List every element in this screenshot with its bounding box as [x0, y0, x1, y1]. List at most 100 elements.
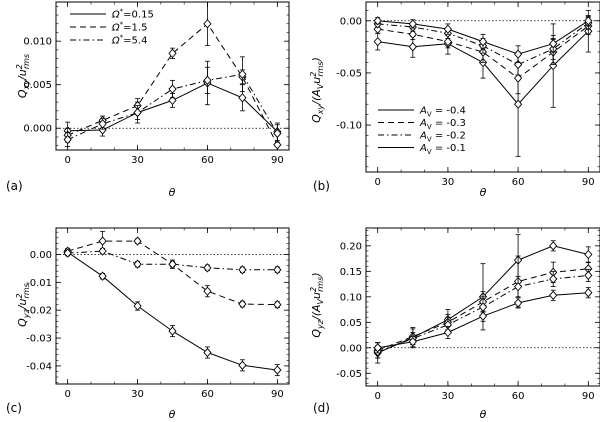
- data-point: [168, 259, 177, 269]
- y-title-close: ): [310, 272, 323, 277]
- legend-sub: V: [427, 111, 432, 119]
- legend-entry: Ω*=5.4: [111, 34, 147, 47]
- panel-label: (b): [313, 179, 330, 193]
- y-title-sub: yz: [22, 308, 31, 319]
- data-point: [373, 16, 382, 26]
- x-tick-label: 30: [442, 391, 455, 402]
- data-point: [549, 241, 558, 251]
- data-point: [443, 327, 452, 338]
- data-point: [238, 69, 247, 79]
- data-point: [549, 274, 558, 284]
- y-title-rest: /u: [16, 69, 29, 81]
- data-point: [168, 48, 177, 59]
- x-tick-label: 30: [131, 155, 144, 166]
- data-point: [63, 248, 72, 258]
- y-tick-label: -0.01: [26, 278, 52, 289]
- y-tick-label: 0.005: [23, 80, 52, 91]
- y-axis-title: Qxy/u2rms: [15, 54, 31, 98]
- legend-value: =5.4: [123, 36, 147, 47]
- data-point: [408, 42, 417, 52]
- y-tick-label: 0.00: [340, 343, 362, 354]
- data-point: [373, 343, 382, 353]
- data-point: [514, 281, 523, 292]
- x-tick-label: 60: [201, 155, 214, 166]
- data-point: [168, 326, 177, 336]
- data-point: [238, 265, 247, 275]
- legend-sub: V: [427, 123, 432, 131]
- y-axis-title: Qyz/u2rms: [15, 283, 31, 327]
- x-axis-title: θ: [480, 408, 487, 421]
- data-point: [203, 286, 212, 296]
- legend-sup: *: [120, 8, 124, 16]
- plot-area: [63, 2, 282, 150]
- y-tick-label: -0.05: [336, 369, 362, 380]
- x-tick-label: 30: [442, 177, 455, 188]
- data-point: [133, 107, 142, 118]
- data-point: [584, 288, 593, 298]
- legend-entry: AV = -0.2: [419, 131, 466, 144]
- y-title-sub2: rms: [22, 54, 31, 69]
- data-point: [98, 271, 107, 281]
- y-tick-label: 0.15: [340, 267, 362, 278]
- legend-symbol: A: [419, 143, 427, 154]
- plot-area: [63, 230, 282, 377]
- panel-c: 0 30 60 90 -0.04 -0.03 -0.02 -0.01 0.00 (c) θ Qyz/u…: [6, 227, 290, 421]
- x-axis-title: θ: [169, 408, 176, 421]
- x-tick-label: 90: [271, 389, 284, 400]
- y-title-sub2: rms: [22, 283, 31, 298]
- y-title-rest: /(A: [310, 304, 323, 321]
- y-tick-label: 0.00: [340, 16, 362, 27]
- legend-symbol: A: [419, 106, 427, 117]
- y-title-u: u: [310, 77, 323, 84]
- data-point: [549, 39, 558, 49]
- legend-value: = -0.4: [432, 106, 466, 117]
- x-tick-label: 0: [64, 389, 70, 400]
- data-point: [514, 298, 523, 308]
- plot-area: [373, 234, 593, 364]
- legend-value: = -0.1: [432, 143, 466, 154]
- series-1: [63, 2, 282, 150]
- data-point: [478, 36, 488, 47]
- plot-frame: [55, 227, 290, 385]
- legend-sub: V: [427, 148, 432, 156]
- legend-sup: *: [120, 21, 124, 29]
- data-point: [549, 290, 558, 300]
- data-point: [584, 249, 593, 260]
- y-axis-title: Qyz/(AVu2rms): [309, 272, 325, 337]
- data-point: [273, 365, 282, 375]
- legend-symbol: A: [419, 118, 427, 129]
- legend-entry: Ω*=1.5: [111, 21, 147, 34]
- data-point: [168, 84, 177, 94]
- series-1: [63, 230, 282, 310]
- data-point: [408, 29, 417, 40]
- data-point: [98, 119, 107, 129]
- y-title-sub-v: V: [316, 298, 325, 304]
- plot-frame: [55, 1, 290, 151]
- data-point: [238, 93, 247, 103]
- series-0: [63, 247, 282, 377]
- legend-value: = -0.2: [432, 131, 466, 142]
- legend-entry: AV = -0.1: [419, 143, 466, 156]
- panel-label: (a): [6, 179, 23, 193]
- x-tick-label: 90: [271, 155, 284, 166]
- data-point: [98, 125, 107, 135]
- data-point: [273, 128, 282, 139]
- data-point: [98, 236, 107, 246]
- series-0: [373, 9, 593, 157]
- y-title-sub2: rms: [316, 277, 325, 292]
- data-point: [584, 270, 593, 281]
- data-point: [478, 311, 488, 321]
- y-title-base: Q: [16, 89, 29, 98]
- legend-sup: *: [120, 34, 124, 42]
- plot-area: [373, 9, 593, 157]
- data-point: [584, 16, 593, 26]
- y-title-sub-v: V: [316, 83, 325, 89]
- series-2: [63, 56, 282, 147]
- x-tick-label: 0: [375, 391, 381, 402]
- series-2: [63, 246, 282, 275]
- legend-entry: Ω*=0.15: [111, 8, 154, 21]
- data-point: [133, 301, 142, 311]
- y-title-base: Q: [310, 329, 323, 338]
- data-point: [408, 19, 417, 29]
